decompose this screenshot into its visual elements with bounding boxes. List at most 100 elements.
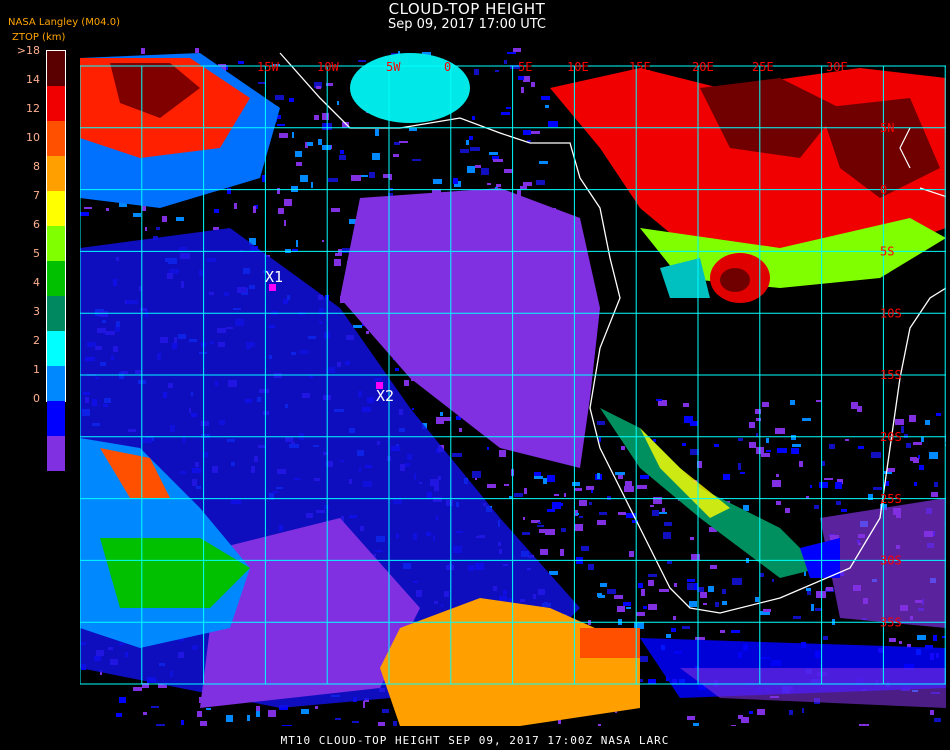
organization-label: NASA Langley (M04.0) [8, 17, 120, 28]
cloud-pixel [547, 509, 555, 512]
cloud-pixel [691, 554, 700, 561]
cloud-pixel [543, 478, 547, 484]
cloud-pixel [934, 482, 938, 487]
cloud-pixel [331, 208, 340, 212]
cloud-pixel [156, 724, 165, 726]
cloud-pixel [607, 496, 611, 500]
cloud-pixel [694, 583, 698, 590]
cloud-pixel [349, 219, 358, 224]
cloud-pixel [859, 724, 869, 726]
cloud-pixel [579, 500, 587, 506]
cloud-pixel [824, 478, 833, 480]
cloud-pixel [492, 156, 499, 160]
cloud-pixel [452, 453, 462, 457]
legend-label: 14 [26, 73, 40, 86]
cloud-pixel [470, 147, 480, 151]
cloud-pixel [300, 175, 308, 182]
cloud-pixel [116, 713, 122, 717]
cloud-pixel [703, 603, 707, 605]
cloud-pixel [440, 412, 443, 416]
cloud-pixel [227, 188, 231, 194]
cloud-pixel [548, 121, 558, 127]
cloud-pixel [206, 708, 211, 710]
cloud-pixel [469, 136, 473, 140]
cloud-pixel [337, 101, 339, 105]
cloud-pixel [749, 442, 756, 448]
cloud-pixel [295, 151, 302, 157]
cloud-pixel [884, 471, 892, 474]
cloud-pixel [531, 131, 540, 134]
cloud-pixel [493, 159, 503, 162]
cloud-pixel [641, 589, 645, 596]
cloud-pixel [540, 549, 548, 555]
cloud-pixel [921, 437, 924, 442]
cloud-pixel [487, 484, 496, 488]
cloud-pixel [547, 475, 555, 482]
cloud-pixel [756, 433, 758, 437]
latitude-label: 20S [880, 430, 902, 444]
cloud-pixel [871, 452, 881, 458]
cloud-pixel [501, 112, 510, 115]
legend-swatch [47, 121, 65, 156]
cloud-pixel [534, 476, 543, 479]
cloud-pixel [272, 64, 280, 66]
legend-swatch [47, 156, 65, 191]
cloud-pixel [296, 240, 298, 247]
cloud-pixel [282, 725, 292, 726]
cloud-pixel [507, 52, 516, 54]
cloud-pixel [412, 159, 421, 161]
cloud-pixel [472, 471, 481, 478]
cloud-pixel [176, 217, 184, 221]
cloud-pixel [499, 450, 506, 457]
cloud-pixel [851, 402, 858, 409]
longitude-label: 5E [518, 60, 532, 74]
cloud-pixel [755, 409, 761, 414]
cloud-pixel [536, 180, 545, 185]
cloud-pixel [561, 528, 566, 532]
cloud-pixel [234, 203, 237, 209]
longitude-label: 15W [257, 60, 279, 74]
cloud-pixel [804, 571, 806, 576]
latitude-label: 35S [880, 615, 902, 629]
cloud-pixel [510, 65, 520, 69]
cloud-pixel [618, 475, 623, 479]
cloud-pixel [599, 437, 601, 442]
cloud-pixel [315, 706, 318, 709]
longitude-label: 15E [629, 60, 651, 74]
cloud-pixel [292, 249, 298, 252]
cloud-pixel [277, 124, 285, 126]
cloud-pixel [218, 64, 226, 71]
cloud-pixel [687, 579, 695, 582]
cloud-pixel [433, 179, 442, 184]
lat-lon-grid [80, 65, 946, 685]
cloud-pixel [816, 400, 822, 402]
cloud-pixel [623, 602, 631, 606]
legend-label: 5 [33, 247, 40, 260]
cloud-pixel [918, 455, 920, 459]
cloud-pixel [814, 505, 819, 509]
latitude-label: 10S [880, 306, 902, 320]
cloud-pixel [775, 428, 785, 434]
cloud-pixel [597, 473, 600, 479]
cloud-pixel [648, 574, 657, 577]
cloud-pixel [919, 465, 924, 470]
cloud-pixel [722, 601, 727, 605]
cloud-pixel [806, 496, 809, 499]
latitude-label: 0 [880, 183, 887, 197]
cloud-pixel [369, 172, 375, 178]
cloud-pixel [791, 448, 799, 454]
legend-label: 2 [33, 334, 40, 347]
satellite-map: 15W 10W 5W 0 5E 10E 15E 20E 25E 30E 5N 0 5S 10S 15S 20S… [80, 48, 946, 726]
cloud-pixel [119, 697, 126, 703]
cloud-pixel [868, 494, 873, 500]
cloud-pixel [666, 634, 671, 638]
cloud-pixel [404, 380, 409, 386]
cloud-pixel [214, 209, 219, 213]
cloud-pixel [889, 638, 896, 642]
cloud-pixel [777, 448, 787, 453]
cloud-pixel [673, 616, 676, 620]
cloud-pixel [342, 122, 349, 128]
cloud-pixel [600, 583, 607, 587]
cloud-pixel [776, 474, 779, 477]
cloud-pixel [648, 604, 657, 610]
